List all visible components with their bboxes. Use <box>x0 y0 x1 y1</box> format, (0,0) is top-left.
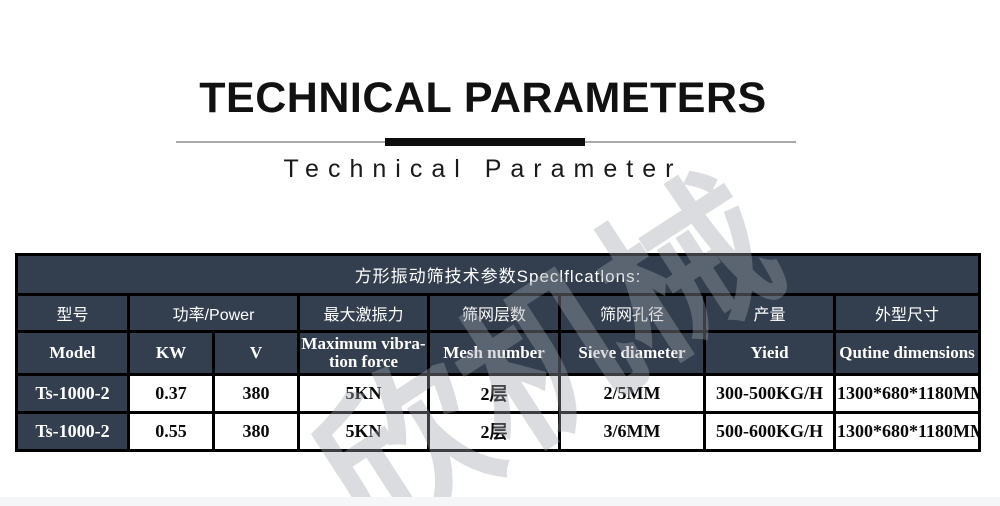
table-header-row-cn: 型号 功率/Power 最大激振力 筛网层数 筛网孔径 产量 外型尺寸 <box>15 293 981 333</box>
header-kw: KW <box>127 330 215 376</box>
cell-sieve: 2/5MM <box>558 372 706 414</box>
spec-table: 方形振动筛技术参数Speclflcatlons: 型号 功率/Power 最大激… <box>15 253 981 452</box>
cell-mesh: 2层 <box>427 410 561 452</box>
header-yield-en: Yieid <box>703 330 836 376</box>
header-mesh-cn: 筛网层数 <box>427 293 561 333</box>
header-model-en: Model <box>15 330 130 376</box>
cell-kw: 0.55 <box>127 410 215 452</box>
cell-model: Ts-1000-2 <box>15 410 130 452</box>
page-title: TECHNICAL PARAMETERS <box>199 74 767 122</box>
header-dimensions-en: Qutine dimensions <box>833 330 981 376</box>
header-yield-cn: 产量 <box>703 293 836 333</box>
cell-sieve: 3/6MM <box>558 410 706 452</box>
cell-model: Ts-1000-2 <box>15 372 130 414</box>
table-header-row-en: Model KW V Maximum vibra- tion force Mes… <box>15 330 981 376</box>
table-caption-row: 方形振动筛技术参数Speclflcatlons: <box>15 253 981 296</box>
header-dimensions-cn: 外型尺寸 <box>833 293 981 333</box>
cell-yield: 300-500KG/H <box>703 372 836 414</box>
header-sieve-cn: 筛网孔径 <box>558 293 706 333</box>
cell-dimensions: 1300*680*1180MM <box>833 410 981 452</box>
title-divider <box>0 138 1000 146</box>
spec-table-container: 方形振动筛技术参数Speclflcatlons: 型号 功率/Power 最大激… <box>15 253 981 452</box>
header-model-cn: 型号 <box>15 293 130 333</box>
cell-yield: 500-600KG/H <box>703 410 836 452</box>
footer-strip <box>0 497 1000 506</box>
cell-dimensions: 1300*680*1180MM <box>833 372 981 414</box>
header-power-cn: 功率/Power <box>127 293 300 333</box>
cell-v: 380 <box>212 372 300 414</box>
page-subtitle: Technical Parameter <box>283 155 683 183</box>
table-row: Ts-1000-2 0.37 380 5KN 2层 2/5MM 300-500K… <box>15 372 981 414</box>
table-caption: 方形振动筛技术参数Speclflcatlons: <box>15 253 981 296</box>
header-sieve-en: Sieve diameter <box>558 330 706 376</box>
header-mesh-en: Mesh number <box>427 330 561 376</box>
header-v: V <box>212 330 300 376</box>
cell-kw: 0.37 <box>127 372 215 414</box>
header-maxforce-cn: 最大激振力 <box>297 293 430 333</box>
cell-mesh: 2层 <box>427 372 561 414</box>
cell-maxforce: 5KN <box>297 410 430 452</box>
header-maxforce-en: Maximum vibra- tion force <box>297 330 430 376</box>
cell-v: 380 <box>212 410 300 452</box>
table-row: Ts-1000-2 0.55 380 5KN 2层 3/6MM 500-600K… <box>15 410 981 452</box>
divider-bar <box>385 138 585 146</box>
cell-maxforce: 5KN <box>297 372 430 414</box>
